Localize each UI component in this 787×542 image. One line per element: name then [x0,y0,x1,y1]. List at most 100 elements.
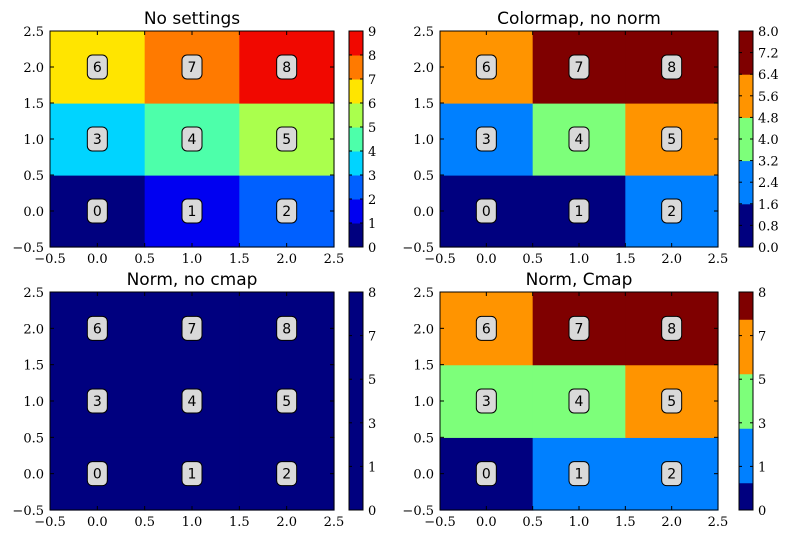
colorbar-tick-label: 4 [368,145,376,160]
x-tick-label: −0.5 [424,515,456,530]
value-label: 6 [482,321,491,337]
y-tick-label: 2.0 [413,61,434,76]
colorbar-band [349,127,363,152]
x-tick-label: 0.0 [476,515,497,530]
colorbar-tick-label: 8.0 [758,25,779,40]
colorbar-tick-label: 4.0 [758,133,779,148]
colorbar-tick-label: 0 [368,241,376,256]
subplot-1: 0 1 2 3 4 5 6 7 8 −0.5 0.0 0.5 1.0 1.5 2.0 2.5 −0.5 0.0 0.… [12,9,376,267]
x-tick-label: 0.0 [87,515,108,530]
y-tick-label: 0.0 [23,205,44,220]
colorbar-tick-label: 4.8 [758,111,779,126]
subplot-3: 0 1 2 3 4 5 6 7 8 −0.5 0.0 0.5 1.0 1.5 2.0 2.5 −0.5 0.0 0.… [12,270,376,530]
colorbar-band [739,482,753,511]
subplot-title: Norm, Cmap [526,270,633,290]
subplot-2: 0 1 23 4 56 7 8−0.5 0.0 0.5 1.0 1.5 2.0 2.5−0.50.00.… [402,9,778,267]
value-label-box [181,126,203,152]
colorbar-band [349,79,363,104]
colorbar-frame [348,30,364,248]
colorbar-tick-label: 9 [368,25,376,40]
value-label: 7 [575,60,584,76]
x-tick-label: 2.5 [324,252,345,267]
x-tick-label: 2.5 [324,515,345,530]
value-label-box [276,461,298,487]
y-tick-label: −0.5 [402,241,434,256]
value-label-box [568,461,590,487]
value-label-box [86,198,108,224]
colorbar-band [349,175,363,200]
colorbar: 0.0 0.8 1.6 2.4 3.2 4.0 4.8 5.6 6.4 7.2 8.0 [738,25,779,256]
subplot-title: Norm, no cmap [127,270,258,290]
value-label-box [568,388,590,414]
y-tick-label: 1.5 [23,359,44,374]
y-tick-label: 0.0 [413,468,434,483]
value-label: 0 [482,467,491,483]
y-tick-label: −0.5 [402,504,434,519]
y-tick-label: 0.5 [23,169,44,184]
colorbar: 0 1 3 5 7 8 [348,286,376,519]
colorbar-tick-label: 1.6 [758,198,779,213]
y-tick-label: 2.5 [23,286,44,301]
colorbar-band [349,199,363,224]
x-tick-label: 0.5 [134,252,155,267]
y-tick-label: −0.5 [12,504,44,519]
value-label: 6 [93,321,102,337]
y-tick-label: 1.5 [413,359,434,374]
value-label-box [475,198,497,224]
value-label-box [568,54,590,80]
colorbar: 0 1 2 3 4 5 6 7 8 9 [348,25,376,256]
colorbar-band [739,160,753,205]
value-label: 7 [188,321,197,337]
x-tick-label: −0.5 [34,252,66,267]
y-tick-label: 0.0 [413,205,434,220]
colorbar-tick-label: 2 [368,193,376,208]
x-tick-label: 1.5 [615,252,636,267]
value-label: 8 [282,321,291,337]
value-label: 2 [282,204,291,220]
value-label: 0 [93,204,102,220]
y-tick-label: 2.5 [23,25,44,40]
colorbar-tick-label: 3.2 [758,155,779,170]
colorbar-band [739,373,753,429]
y-tick-label: 1.0 [23,395,44,410]
colorbar-tick-label: 8 [368,49,376,64]
colorbar-tick-label: 7 [368,73,376,88]
x-tick-label: 1.0 [182,252,203,267]
value-label-box [661,388,683,414]
value-label-box [475,461,497,487]
colorbar-tick-label: 5 [368,121,376,136]
colorbar-tick-label: 8 [368,286,376,301]
value-label-box [568,126,590,152]
colorbar-band [739,203,753,248]
value-label-box [276,315,298,341]
value-label-box [86,126,108,152]
y-tick-label: 2.0 [413,322,434,337]
y-tick-label: 1.5 [23,97,44,112]
x-tick-label: 1.0 [182,515,203,530]
colorbar-band [349,103,363,128]
value-label-box [86,54,108,80]
x-tick-label: 2.0 [661,252,682,267]
value-label: 8 [667,60,676,76]
value-label-box [86,388,108,414]
colorbar-tick-label: 6.4 [758,68,779,83]
value-label: 2 [282,467,291,483]
value-label: 3 [93,394,102,410]
value-label: 4 [188,132,197,148]
x-tick-label: 0.5 [522,252,543,267]
value-label: 1 [575,204,584,220]
value-label-box [568,315,590,341]
value-label: 8 [667,321,676,337]
value-label-box [181,461,203,487]
colorbar-band [349,223,363,248]
value-label-box [475,388,497,414]
value-label: 6 [93,60,102,76]
y-tick-label: 2.5 [413,25,434,40]
colorbar: 0 1 3 5 7 8 [738,286,766,519]
x-tick-label: −0.5 [424,252,456,267]
colorbar-tick-label: 1 [368,460,376,475]
colorbar-tick-label: 8 [758,286,766,301]
colorbar-tick-label: 2.4 [758,176,779,191]
